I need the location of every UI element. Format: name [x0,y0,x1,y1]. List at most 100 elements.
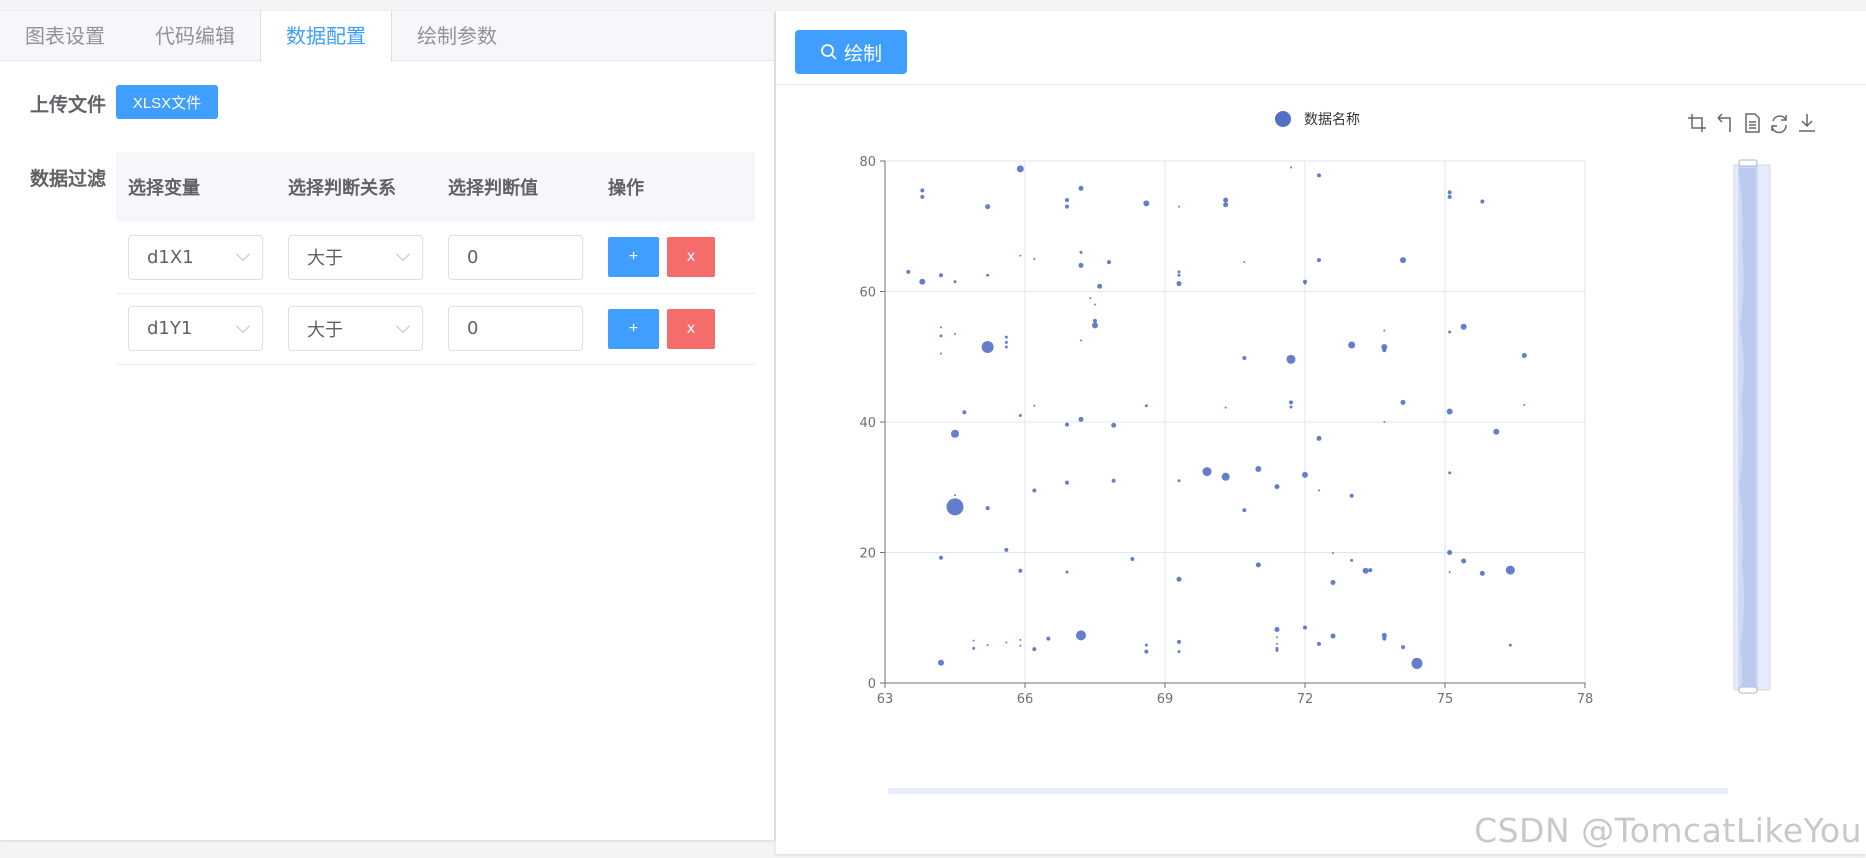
scatter-point[interactable] [986,644,989,647]
scatter-point[interactable] [1460,323,1467,330]
scatter-point[interactable] [1177,273,1181,277]
scatter-point[interactable] [1317,641,1321,646]
scatter-point[interactable] [1302,471,1308,478]
x-zoom-slider[interactable] [888,788,1728,794]
draw-button[interactable]: 绘制 [795,30,907,74]
scatter-point[interactable] [1276,636,1278,639]
scatter-point[interactable] [1461,558,1467,564]
scatter-point[interactable] [1243,261,1246,264]
scatter-point[interactable] [1065,570,1069,574]
variable-select[interactable]: d1X1 [128,234,263,280]
scatter-point[interactable] [1202,467,1212,477]
scatter-point[interactable] [940,326,942,329]
scatter-point[interactable] [1080,339,1082,342]
scatter-point[interactable] [1368,568,1373,573]
scatter-point[interactable] [1330,580,1336,586]
scatter-point[interactable] [1018,413,1022,417]
slider-handle-bottom[interactable] [1738,686,1758,694]
scatter-point[interactable] [1255,562,1261,568]
scatter-point[interactable] [1078,185,1084,191]
scatter-point[interactable] [1178,205,1180,208]
scatter-point[interactable] [1349,493,1354,498]
scatter-point[interactable] [1479,570,1485,576]
scatter-point[interactable] [1177,479,1181,483]
tab-data-config[interactable]: 数据配置 [260,11,392,62]
scatter-point[interactable] [1381,343,1388,350]
relation-select[interactable]: 大于 [288,306,423,351]
scatter-point[interactable] [954,332,956,335]
scatter-point[interactable] [1016,165,1024,173]
scatter-point[interactable] [1107,260,1111,265]
scatter-point[interactable] [1076,630,1086,641]
scatter-point[interactable] [1130,557,1135,562]
scatter-point[interactable] [1144,404,1148,408]
add-row-button[interactable]: + [608,308,659,349]
scatter-point[interactable] [1143,200,1150,207]
scatter-point[interactable] [1303,279,1307,284]
scatter-point[interactable] [1242,508,1247,513]
scatter-point[interactable] [946,498,964,516]
add-row-button[interactable]: + [608,237,659,278]
scatter-point[interactable] [1092,322,1098,329]
scatter-point[interactable] [1383,421,1386,423]
scatter-point[interactable] [1019,638,1022,641]
scatter-point[interactable] [1176,576,1182,582]
upload-xlsx-button[interactable]: XLSX文件 [116,85,218,119]
scatter-point[interactable] [939,555,943,560]
scatter-point[interactable] [1093,318,1097,323]
scatter-point[interactable] [1382,636,1387,641]
scatter-point[interactable] [1004,340,1008,344]
scatter-point[interactable] [1303,625,1307,630]
scatter-point[interactable] [1032,647,1037,652]
scatter-point[interactable] [1523,404,1526,407]
scatter-point[interactable] [1290,166,1292,169]
scatter-point[interactable] [1447,194,1452,199]
scatter-point[interactable] [1447,550,1453,555]
scatter-point[interactable] [951,429,959,438]
scatter-point[interactable] [1400,399,1406,405]
scatter-point[interactable] [1224,406,1227,409]
scatter-point[interactable] [962,410,967,415]
scatter-point[interactable] [985,506,990,511]
scatter-point[interactable] [1046,636,1051,641]
scatter-point[interactable] [1316,435,1322,441]
scatter-point[interactable] [972,639,975,642]
scatter-point[interactable] [1275,648,1279,652]
scatter-point[interactable] [981,340,994,353]
scatter-point[interactable] [1286,354,1296,364]
scatter-point[interactable] [1094,303,1096,306]
scatter-point[interactable] [1018,568,1023,573]
scatter-point[interactable] [1089,297,1092,300]
scatter-point[interactable] [1078,416,1084,422]
scatter-point[interactable] [1304,282,1306,285]
scatter-point[interactable] [1255,465,1262,472]
relation-select[interactable]: 大于 [288,234,423,280]
scatter-point[interactable] [1446,408,1453,415]
download-icon[interactable] [1799,114,1815,132]
scatter-point[interactable] [1019,644,1022,647]
scatter-point[interactable] [1005,641,1008,644]
scatter-point[interactable] [1033,257,1036,260]
tab-code-editor[interactable]: 代码编辑 [155,24,235,48]
undo-icon[interactable] [1717,113,1731,132]
scatter-point[interactable] [1177,650,1181,654]
scatter-point[interactable] [1065,480,1069,485]
value-input[interactable] [448,306,583,351]
scatter-point[interactable] [1033,404,1036,407]
scatter-point[interactable] [1276,642,1278,645]
scatter-point[interactable] [1223,202,1229,208]
scatter-point[interactable] [1505,565,1515,575]
data-zoom-slider[interactable] [1733,159,1771,694]
scatter-point[interactable] [1274,484,1280,490]
scatter-point[interactable] [1078,262,1084,268]
slider-handle-top[interactable] [1738,159,1758,167]
scatter-point[interactable] [920,194,925,199]
scatter-point[interactable] [1065,204,1069,209]
scatter-point[interactable] [1348,341,1356,349]
scatter-point[interactable] [1065,422,1069,427]
scatter-point[interactable] [1330,633,1336,639]
scatter-point[interactable] [1004,547,1009,552]
tab-draw-params[interactable]: 绘制参数 [417,24,497,48]
value-input[interactable] [448,234,583,280]
variable-select[interactable]: d1Y1 [128,306,263,351]
